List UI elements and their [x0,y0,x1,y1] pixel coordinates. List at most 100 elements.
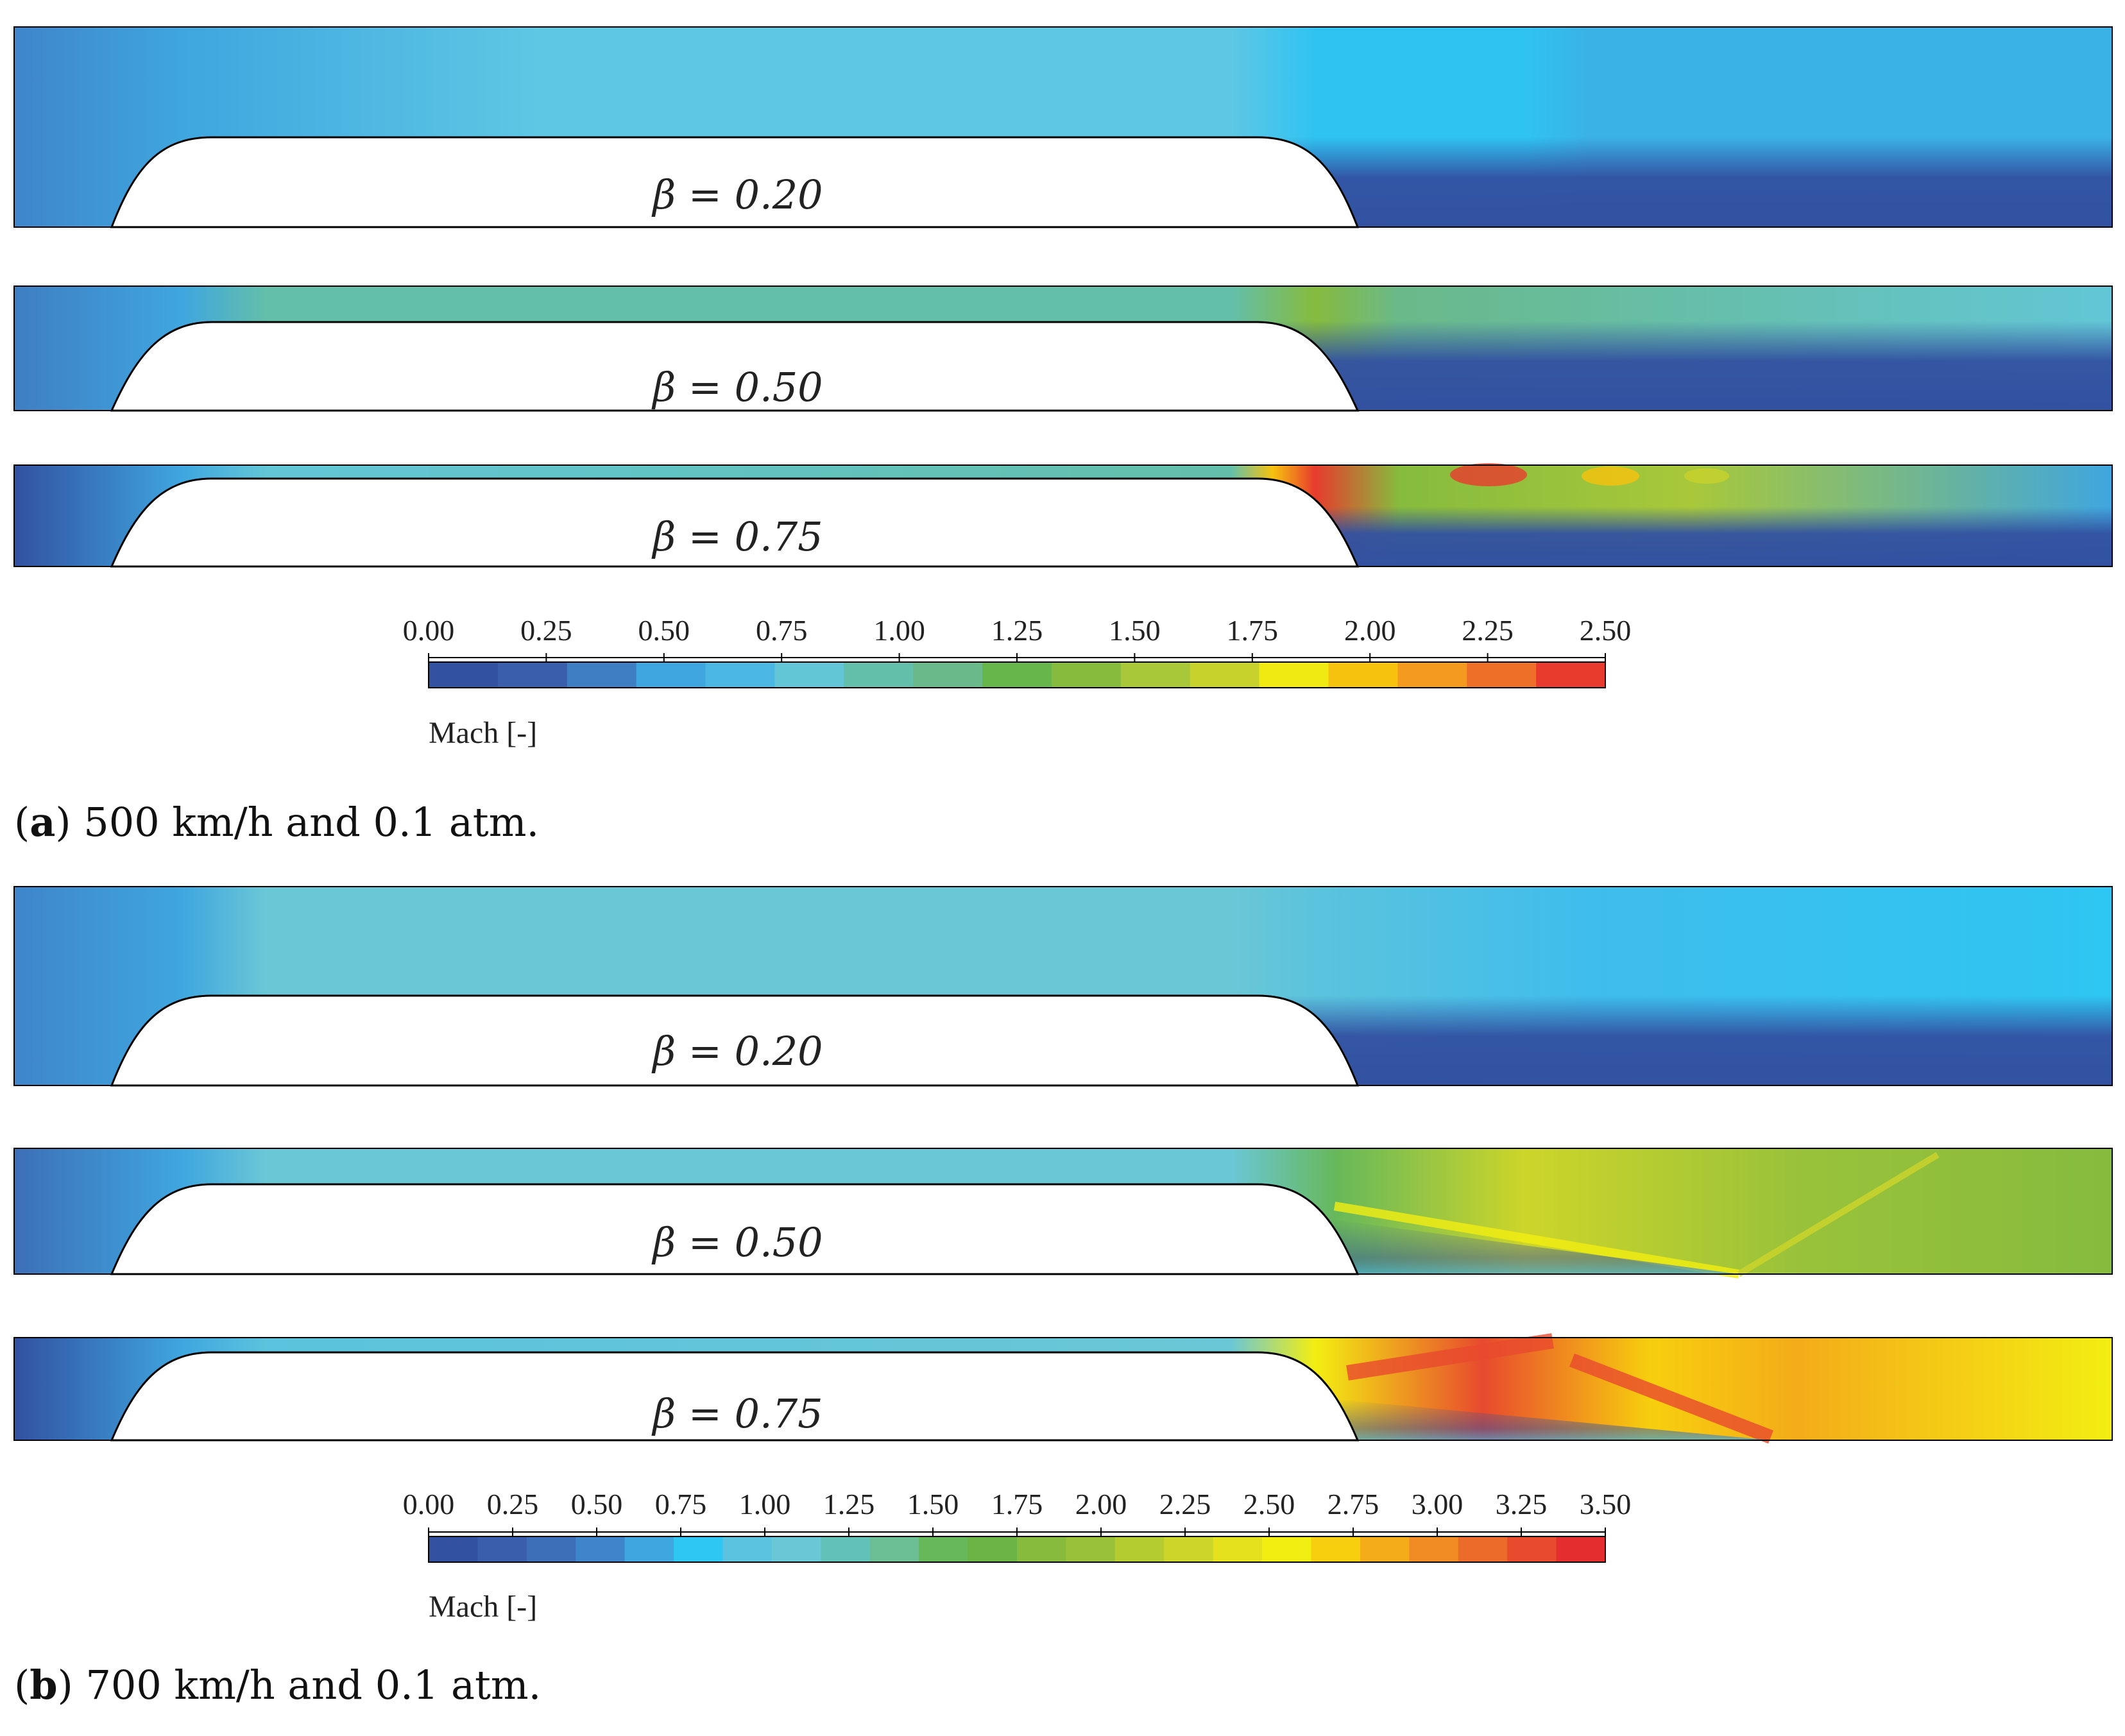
subfigure-b: β = 0.20 β = 0.50 β = 0.75 0.00 0.25 0.50 0… [13,886,2113,1624]
colorbar-swatch [982,662,1052,688]
colorbar-tick-label: 1.75 [1227,614,1279,647]
colorbar-swatch [1458,1536,1508,1562]
contour-panel-a-beta-020: β = 0.20 [13,26,2113,228]
colorbar-swatch [1051,662,1122,688]
colorbar-swatch [1259,662,1329,688]
colorbar-tick-label: 1.00 [873,614,925,647]
colorbar-tick-label: 0.25 [487,1488,539,1520]
colorbar-swatch [1328,662,1398,688]
train-body [110,477,1360,568]
colorbar-swatch [526,1536,576,1562]
beta-label: β = 0.50 [651,1219,823,1266]
wake-region [1283,507,2112,566]
colorbar-swatch [624,1536,674,1562]
subfigure-a: β = 0.20 β = 0.50 β = 0.75 0.00 0.25 0.50 0… [13,26,2113,750]
colorbar-title: Mach [-] [429,1590,537,1624]
colorbar-swatch [429,662,499,688]
colorbar-tick-label: 2.25 [1159,1488,1211,1520]
colorbar-swatch [771,1536,821,1562]
colorbar-swatch [429,1536,478,1562]
colorbar-swatch [1467,662,1537,688]
colorbar-swatch [705,662,775,688]
colorbar-swatch [1556,1536,1606,1562]
colorbar-swatch [1066,1536,1116,1562]
wake-region [1277,996,2112,1085]
colorbar-tick-label: 0.00 [403,1488,455,1520]
colorbar-title: Mach [-] [429,716,537,750]
colorbar-tick-label: 2.00 [1344,614,1396,647]
colorbar-tick-label: 3.50 [1580,1488,1632,1520]
beta-label: β = 0.75 [651,1390,823,1437]
train-body [110,136,1360,228]
colorbar-tick-label: 1.50 [907,1488,959,1520]
colorbar-a: 0.00 0.25 0.50 0.75 1.00 1.25 1.50 1.75 2.00 2.25… [403,614,1632,750]
colorbar-swatches [428,661,1606,688]
caption-b: (b) 700 km/h and 0.1 atm. [14,1662,542,1708]
colorbar-swatch [722,1536,772,1562]
colorbar-tick-label: 1.75 [991,1488,1043,1520]
colorbar-swatch [1360,1536,1410,1562]
beta-label: β = 0.50 [651,364,823,411]
colorbar-b: 0.00 0.25 0.50 0.75 1.00 1.25 1.50 1.75 2.00 2.25… [403,1488,1632,1624]
colorbar-swatches [428,1536,1606,1563]
colorbar-tick-label: 0.75 [756,614,808,647]
colorbar-swatch [1164,1536,1214,1562]
colorbar-tick-label: 3.25 [1496,1488,1548,1520]
colorbar-swatch [674,1536,723,1562]
shock-line [1333,1202,1740,1279]
colorbar-swatch [497,662,568,688]
contour-panel-b-beta-050: β = 0.50 [13,1148,2113,1279]
contour-panel-a-beta-075: β = 0.75 [13,463,2113,568]
train-body [110,1183,1360,1275]
beta-label: β = 0.20 [651,1028,823,1075]
colorbar-tick-label: 0.75 [655,1488,707,1520]
colorbar-swatch [1536,662,1606,688]
caption-letter: a [30,799,56,846]
wake-region [1277,321,2112,411]
shock-line [1346,1333,1554,1381]
colorbar-tick-labels: 0.00 0.25 0.50 0.75 1.00 1.25 1.50 1.75 2.00 2.25… [403,1488,1632,1536]
colorbar-swatch [844,662,914,688]
colorbar-swatch [1409,1536,1459,1562]
colorbar-tick-label: 2.00 [1075,1488,1127,1520]
colorbar-tick-label: 0.50 [638,614,690,647]
wall-boundary-layer [1328,1399,1771,1440]
panel-frame [13,285,2113,411]
colorbar-swatch [821,1536,871,1562]
shock-line [1737,1152,1940,1277]
colorbar-tick-label: 2.25 [1462,614,1514,647]
caption-text: 700 km/h and 0.1 atm. [85,1662,542,1708]
panel-frame [13,1337,2113,1441]
colorbar-swatch [1507,1536,1557,1562]
caption-text: 500 km/h and 0.1 atm. [83,799,540,846]
colorbar-swatch [1397,662,1467,688]
colorbar-tick-label: 1.50 [1109,614,1161,647]
panel-frame [13,464,2113,567]
colorbar-frame [428,1536,1606,1563]
colorbar-tick-label: 0.00 [403,614,455,647]
colorbar-frame [428,661,1606,688]
caption-letter: b [30,1662,58,1708]
colorbar-swatch [1262,1536,1311,1562]
contour-panel-a-beta-050: β = 0.50 [13,285,2113,412]
colorbar-tick-labels: 0.00 0.25 0.50 0.75 1.00 1.25 1.50 1.75 2.00 2.25… [403,614,1631,662]
colorbar-tick-label: 0.50 [571,1488,623,1520]
train-body [110,1351,1360,1442]
colorbar-swatch [913,662,983,688]
panel-frame [13,886,2113,1086]
shock-line [1569,1353,1773,1444]
colorbar-swatch [774,662,844,688]
train-body [110,321,1360,412]
supersonic-cell [1582,466,1639,486]
colorbar-tick-label: 2.50 [1243,1488,1295,1520]
colorbar-swatch [919,1536,969,1562]
wake-region [1277,137,2112,227]
colorbar-swatch [477,1536,527,1562]
supersonic-cell [1450,463,1527,486]
colorbar-tick-label: 1.25 [823,1488,875,1520]
train-body [110,994,1360,1087]
colorbar-swatch [567,662,637,688]
colorbar-swatch [1311,1536,1361,1562]
contour-panel-b-beta-020: β = 0.20 [13,886,2113,1087]
